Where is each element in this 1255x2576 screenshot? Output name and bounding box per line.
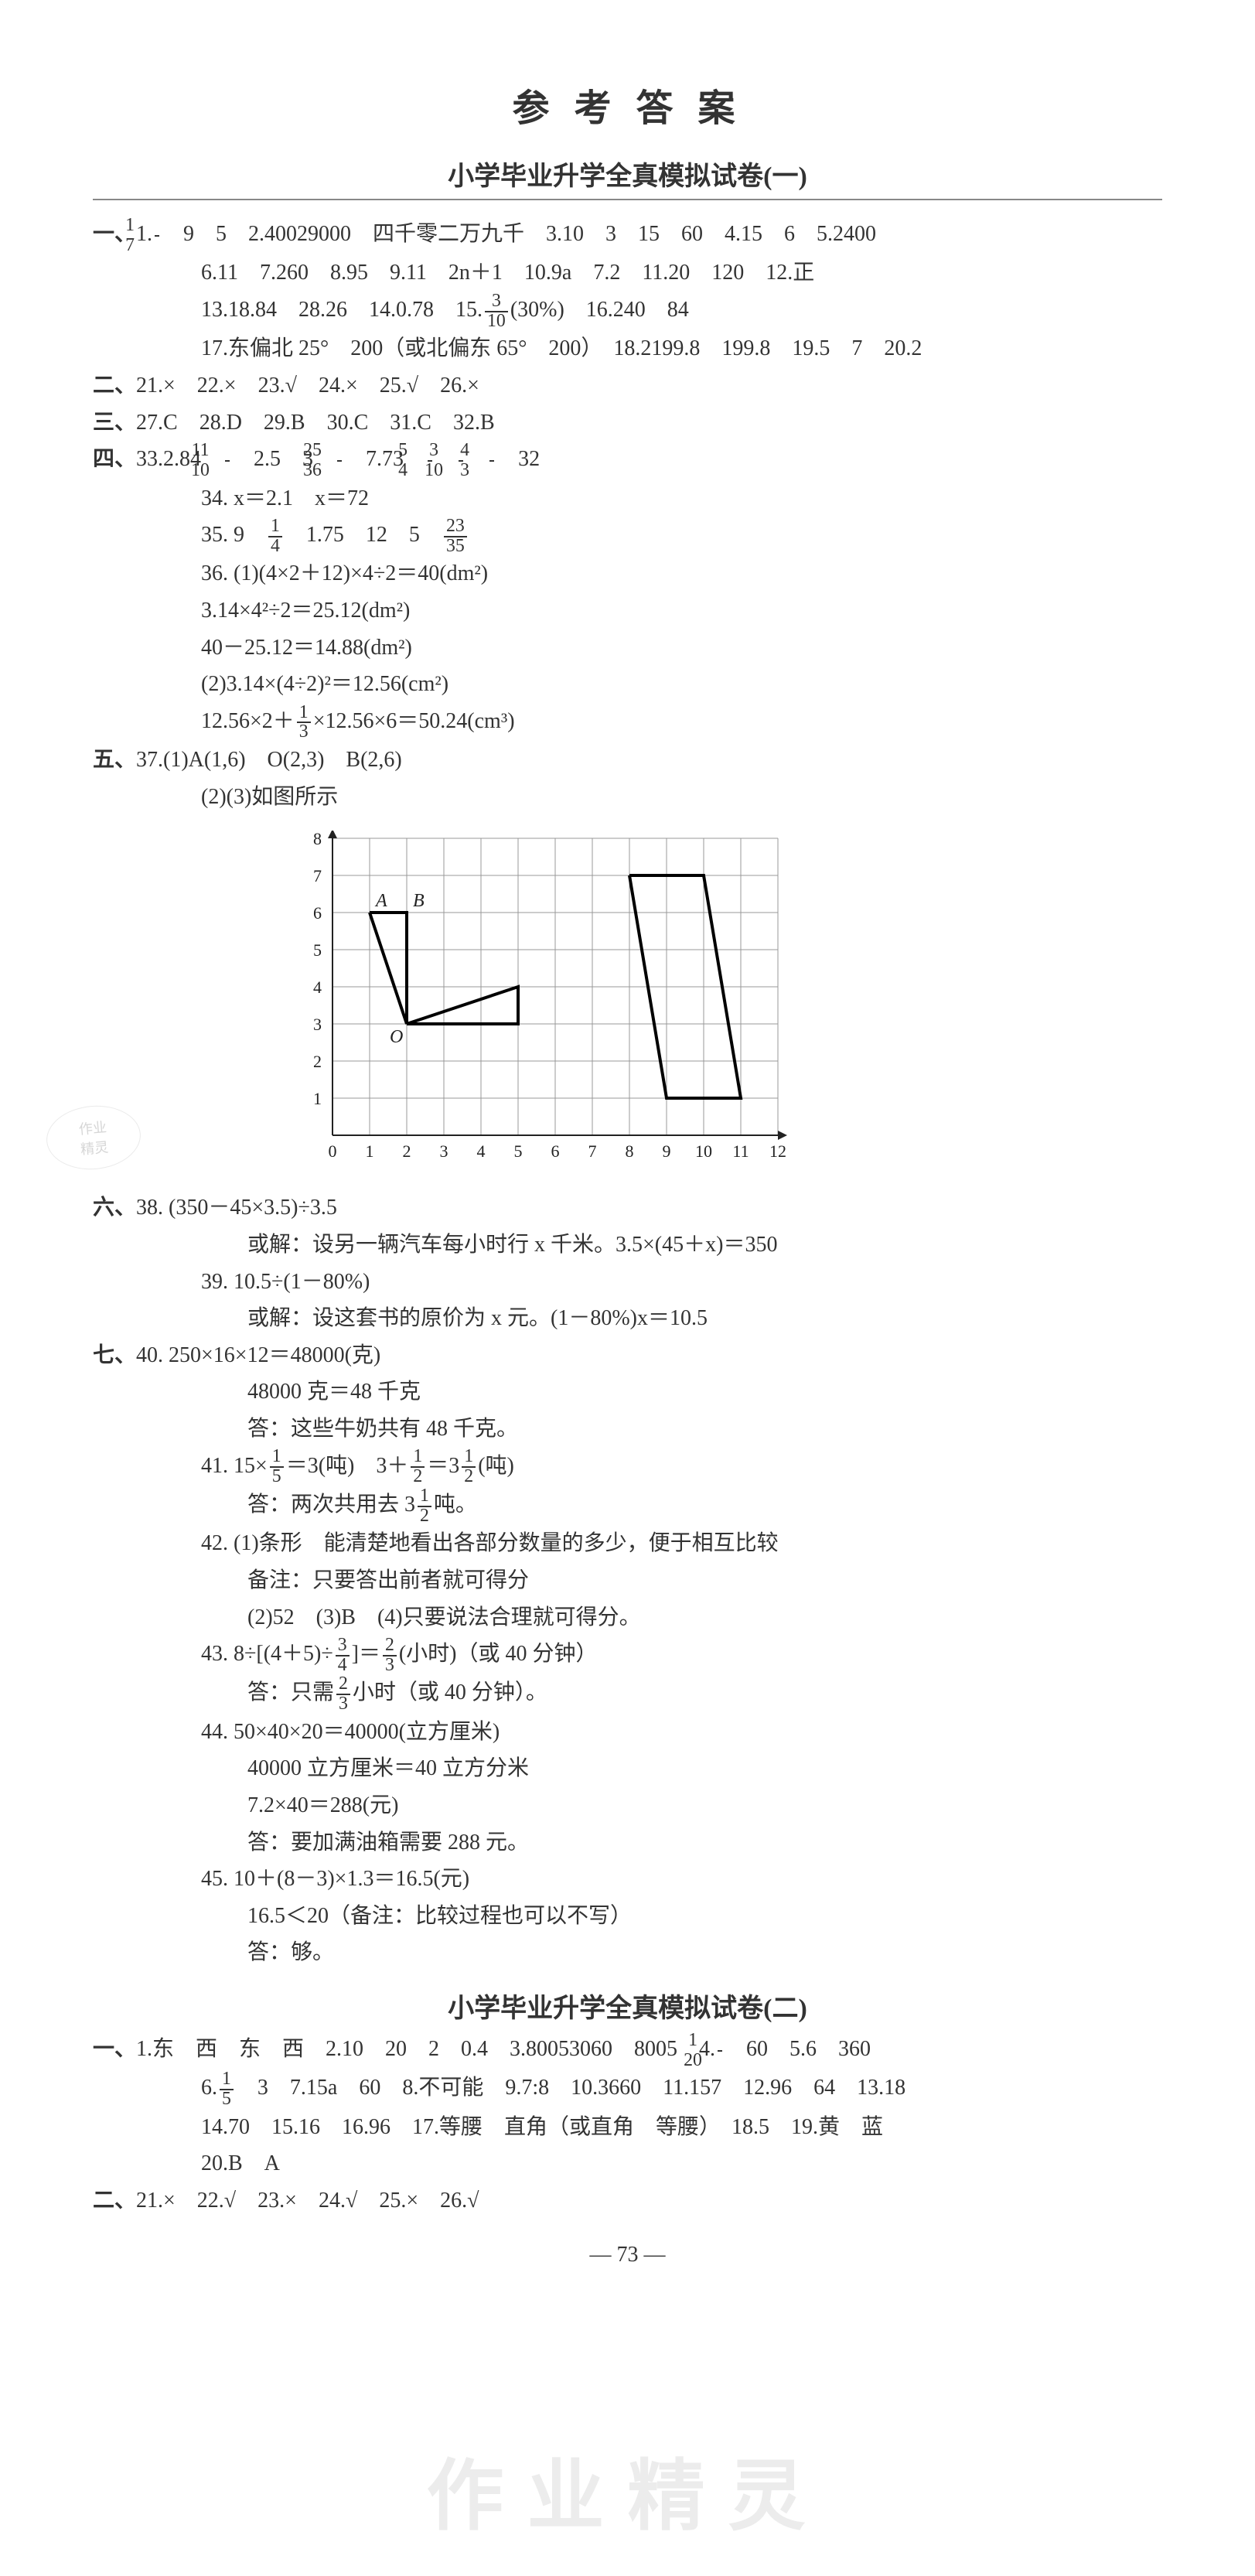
paper1-s2-text: 21.× 22.× 23.√ 24.× 25.√ 26.× xyxy=(136,374,479,397)
svg-text:3: 3 xyxy=(313,1015,322,1034)
svg-text:7: 7 xyxy=(588,1141,597,1161)
paper1-s7-row3: 41. 15×15＝3(吨) 3＋12＝312(吨) xyxy=(201,1448,1162,1486)
paper1-s7-row8: 43. 8÷[(4＋5)÷34]＝23(小时)（或 40 分钟） xyxy=(201,1636,1162,1674)
svg-text:8: 8 xyxy=(626,1141,634,1161)
paper1-s7-row12: 7.2×40＝288(元) xyxy=(247,1787,1162,1824)
paper1-s7-row1: 48000 克＝48 千克 xyxy=(247,1373,1162,1411)
paper1-s5-text0: 37.(1)A(1,6) O(2,3) B(2,6) xyxy=(136,748,402,772)
paper1-s6-row3: 或解：设这套书的原价为 x 元。(1－80%)x＝10.5 xyxy=(247,1300,1162,1337)
paper1-s4-row1: 34. x＝2.1 x＝72 xyxy=(201,480,1162,517)
paper1-s4-row2: 35. 9 14 1.75 12 5 2335 xyxy=(201,517,1162,555)
svg-text:6: 6 xyxy=(313,903,322,923)
section-7-label: 七、 xyxy=(93,1343,136,1367)
paper2-s2-text: 21.× 22.√ 23.× 24.√ 25.× 26.√ xyxy=(136,2189,479,2213)
divider xyxy=(93,199,1162,200)
paper1-s7-row9: 答：只需23小时（或 40 分钟）。 xyxy=(247,1674,1162,1713)
svg-text:4: 4 xyxy=(477,1141,486,1161)
section-2-label: 二、 xyxy=(93,374,136,397)
paper1-s4-row6: (2)3.14×(4÷2)²＝12.56(cm²) xyxy=(201,666,1162,703)
paper1-s7-row4: 答：两次共用去 312吨。 xyxy=(247,1486,1162,1525)
svg-text:A: A xyxy=(374,891,387,911)
svg-text:5: 5 xyxy=(514,1141,523,1161)
page-container: 作业 精灵 参 考 答 案 小学毕业升学全真模拟试卷(一) 一、1.17 9 5… xyxy=(0,0,1255,2576)
paper2-s2: 二、21.× 22.√ 23.× 24.√ 25.× 26.√ xyxy=(147,2182,1162,2219)
paper1-s7-row15: 16.5＜20（备注：比较过程也可以不写） xyxy=(247,1898,1162,1935)
paper1-s7-row14: 45. 10＋(8－3)×1.3＝16.5(元) xyxy=(201,1861,1162,1898)
paper1-title: 小学毕业升学全真模拟试卷(一) xyxy=(93,155,1162,193)
svg-text:8: 8 xyxy=(313,831,322,848)
svg-text:1: 1 xyxy=(313,1089,322,1108)
section-6-label: 六、 xyxy=(93,1196,136,1220)
p2-section-1-label: 一、 xyxy=(93,2037,136,2061)
paper1-s7-row7: (2)52 (3)B (4)只要说法合理就可得分。 xyxy=(247,1599,1162,1636)
paper1-s7-row5: 42. (1)条形 能清楚地看出各部分数量的多少，便于相互比较 xyxy=(201,1525,1162,1562)
svg-text:1: 1 xyxy=(366,1141,374,1161)
paper1-s4-row5: 40－25.12＝14.88(dm²) xyxy=(201,629,1162,667)
watermark-bottom: 作业精灵 xyxy=(0,2433,1255,2545)
paper1-s4-row0: 四、33.2.84 1110 2.5 3 2536 7.73 54 310 43… xyxy=(147,441,1162,479)
paper1-s6-row0: 六、38. (350－45×3.5)÷3.5 xyxy=(147,1189,1162,1227)
svg-text:3: 3 xyxy=(440,1141,448,1161)
paper1-s1-row1: 6.11 7.260 8.95 9.11 2n＋1 10.9a 7.2 11.2… xyxy=(201,254,1162,292)
paper1-s1-row0: 一、1.17 9 5 2.40029000 四千零二万九千 3.10 3 15 … xyxy=(147,216,1162,254)
paper1-s5-row0: 五、37.(1)A(1,6) O(2,3) B(2,6) xyxy=(147,742,1162,779)
svg-text:0: 0 xyxy=(329,1141,337,1161)
paper1-s7-row0: 七、40. 250×16×12＝48000(克) xyxy=(147,1337,1162,1374)
paper2-s1-row3: 20.B A xyxy=(201,2145,1162,2182)
svg-text:4: 4 xyxy=(313,978,322,997)
svg-text:B: B xyxy=(413,891,425,911)
svg-text:O: O xyxy=(390,1027,403,1047)
svg-text:12: 12 xyxy=(769,1141,786,1161)
paper1-s4-row3: 36. (1)(4×2＋12)×4÷2＝40(dm²) xyxy=(201,555,1162,592)
watermark-stamp: 作业 精灵 xyxy=(44,1102,144,1173)
paper1-s1-row2: 13.18.84 28.26 14.0.78 15.310(30%) 16.24… xyxy=(201,292,1162,330)
paper2-s1-row2: 14.70 15.16 16.96 17.等腰 直角（或直角 等腰） 18.5 … xyxy=(201,2109,1162,2146)
svg-text:10: 10 xyxy=(695,1141,712,1161)
paper2-s1-row1: 6.15 3 7.15a 60 8.不可能 9.7:8 10.3660 11.1… xyxy=(201,2069,1162,2108)
section-4-label: 四、 xyxy=(93,447,136,471)
paper1-s6-text0: 38. (350－45×3.5)÷3.5 xyxy=(136,1196,337,1220)
paper1-s3-text: 27.C 28.D 29.B 30.C 31.C 32.B xyxy=(136,411,495,435)
main-title: 参 考 答 案 xyxy=(93,77,1162,131)
paper1-s6-row1: 或解：设另一辆汽车每小时行 x 千米。3.5×(45＋x)＝350 xyxy=(247,1227,1162,1264)
svg-text:7: 7 xyxy=(313,866,322,885)
paper1-s4-row7: 12.56×2＋13×12.56×6＝50.24(cm³) xyxy=(201,703,1162,742)
paper1-s7-row10: 44. 50×40×20＝40000(立方厘米) xyxy=(201,1714,1162,1751)
svg-text:11: 11 xyxy=(732,1141,749,1161)
svg-text:5: 5 xyxy=(313,940,322,960)
paper1-s7-text0: 40. 250×16×12＝48000(克) xyxy=(136,1343,380,1367)
paper1-s2: 二、21.× 22.× 23.√ 24.× 25.√ 26.× xyxy=(147,367,1162,404)
paper1-s1-row3: 17.东偏北 25° 200（或北偏东 65° 200） 18.2199.8 1… xyxy=(201,330,1162,367)
svg-text:2: 2 xyxy=(403,1141,411,1161)
paper1-s6-row2: 39. 10.5÷(1－80%) xyxy=(201,1264,1162,1301)
paper1-s7-row13: 答：要加满油箱需要 288 元。 xyxy=(247,1824,1162,1861)
paper1-s7-row6: 备注：只要答出前者就可得分 xyxy=(247,1562,1162,1599)
paper1-s3: 三、27.C 28.D 29.B 30.C 31.C 32.B xyxy=(147,404,1162,442)
paper1-s7-row2: 答：这些牛奶共有 48 千克。 xyxy=(247,1411,1162,1448)
paper1-s5-row1: (2)(3)如图所示 xyxy=(201,779,1162,816)
paper1-s7-row16: 答：够。 xyxy=(247,1934,1162,1971)
paper2-s1-row0: 一、1.东 西 东 西 2.10 20 2 0.4 3.80053060 800… xyxy=(147,2031,1162,2069)
p2-section-2-label: 二、 xyxy=(93,2189,136,2213)
section-3-label: 三、 xyxy=(93,411,136,435)
paper1-s4-row4: 3.14×4²÷2＝25.12(dm²) xyxy=(201,592,1162,629)
stamp-line2: 精灵 xyxy=(80,1136,109,1158)
svg-text:9: 9 xyxy=(663,1141,671,1161)
chart-container: 123456780123456789101112ABO xyxy=(286,831,1162,1174)
svg-text:6: 6 xyxy=(551,1141,560,1161)
paper1-s7-row11: 40000 立方厘米＝40 立方分米 xyxy=(247,1750,1162,1787)
svg-text:2: 2 xyxy=(313,1052,322,1071)
section-5-label: 五、 xyxy=(93,748,136,772)
coordinate-chart: 123456780123456789101112ABO xyxy=(286,831,793,1174)
page-number: — 73 — xyxy=(93,2243,1162,2267)
paper2-title: 小学毕业升学全真模拟试卷(二) xyxy=(93,1987,1162,2025)
stamp-line1: 作业 xyxy=(78,1117,107,1139)
